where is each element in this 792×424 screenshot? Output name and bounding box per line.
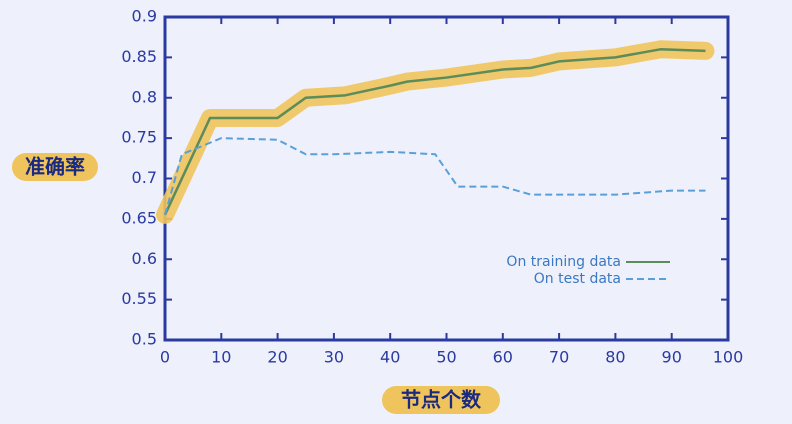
x-tick-label: 80 — [605, 348, 625, 367]
x-tick-label: 90 — [662, 348, 682, 367]
legend-label: On test data — [534, 271, 621, 287]
series-line — [164, 137, 706, 216]
y-axis-label: 准确率 — [25, 155, 85, 179]
y-tick-label: 0.55 — [121, 289, 157, 308]
series-line — [163, 48, 706, 216]
x-tick-label: 50 — [436, 348, 456, 367]
y-tick-label: 0.5 — [132, 330, 157, 349]
y-tick-label: 0.75 — [121, 128, 157, 147]
x-tick-label: 20 — [267, 348, 287, 367]
x-tick-label: 0 — [160, 348, 170, 367]
y-tick-label: 0.9 — [132, 7, 157, 26]
x-tick-label: 10 — [211, 348, 231, 367]
y-tick-label: 0.7 — [132, 168, 157, 187]
xlabel-highlight — [382, 386, 500, 414]
plot-frame — [163, 15, 730, 342]
y-tick-label: 0.65 — [121, 208, 157, 227]
x-tick-label: 70 — [549, 348, 569, 367]
y-tick-label: 0.6 — [132, 249, 157, 268]
x-tick-label: 100 — [713, 348, 744, 367]
legend-label: On training data — [506, 254, 621, 270]
y-tick-label: 0.85 — [121, 47, 157, 66]
x-tick-label: 60 — [493, 348, 513, 367]
x-tick-label: 30 — [324, 348, 344, 367]
x-axis-label: 节点个数 — [401, 388, 482, 412]
y-tick-label: 0.8 — [132, 87, 157, 106]
x-tick-label: 40 — [380, 348, 400, 367]
ylabel-highlight — [12, 153, 98, 181]
